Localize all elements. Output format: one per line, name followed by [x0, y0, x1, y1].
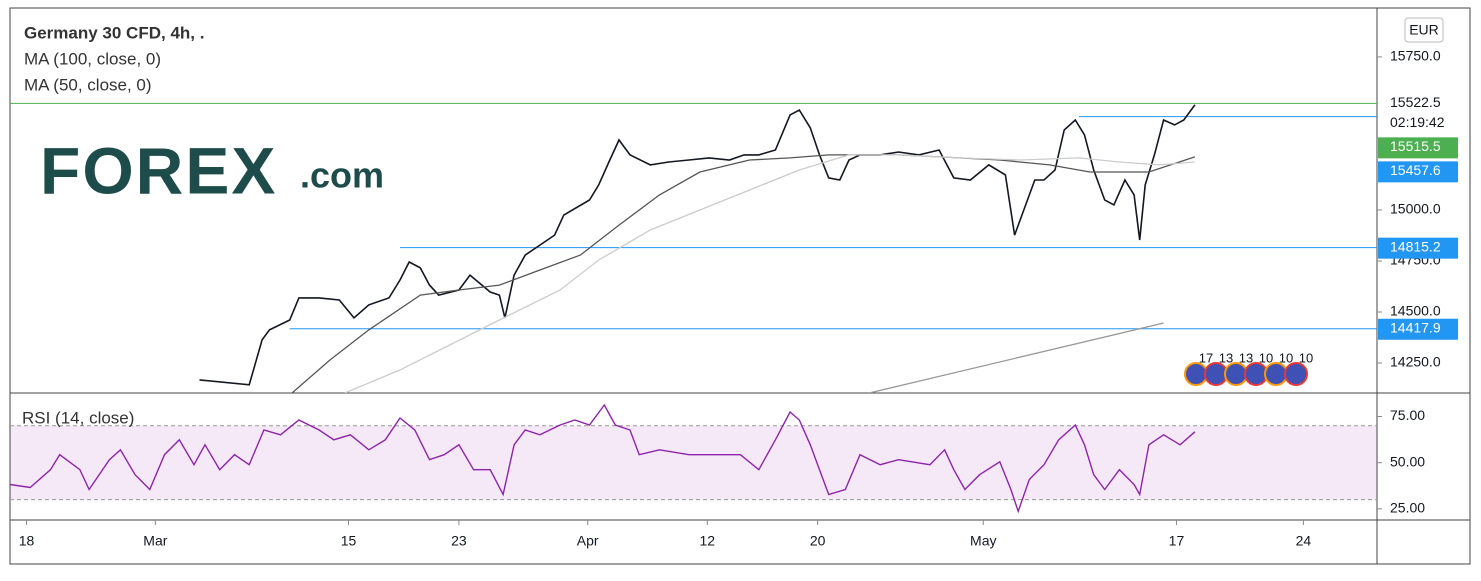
event-count: 17	[1199, 350, 1213, 365]
y-tick-label: 14500.0	[1390, 303, 1441, 319]
series-line	[869, 322, 1164, 393]
y-tick-label: 25.00	[1390, 500, 1425, 516]
indicator-label: MA (100, close, 0)	[24, 49, 161, 68]
price-label-box	[1378, 137, 1458, 159]
series-line	[199, 104, 1196, 386]
event-count: 13	[1219, 350, 1233, 365]
y-tick-label: 75.00	[1390, 407, 1425, 423]
event-count: 13	[1239, 350, 1253, 365]
currency-box	[1404, 17, 1444, 43]
series-line	[344, 154, 1195, 393]
rsi-band	[10, 425, 1377, 500]
currency: EUR	[1409, 22, 1439, 38]
rsi-label: RSI (14, close)	[22, 408, 134, 427]
x-tick-label: Apr	[577, 533, 599, 549]
event-icon	[1284, 362, 1308, 386]
x-tick-label: May	[970, 533, 996, 549]
price-label: 15515.5	[1390, 138, 1441, 154]
x-tick-label: 15	[341, 533, 357, 549]
event-icon	[1224, 362, 1248, 386]
countdown: 02:19:42	[1390, 114, 1445, 130]
price-label: 15522.5	[1390, 94, 1441, 110]
logo-suffix: .com	[300, 155, 384, 196]
y-tick-label: 14250.0	[1390, 354, 1441, 370]
price-label-box	[1378, 318, 1458, 340]
price-label: 14417.9	[1390, 319, 1441, 335]
rsi-line	[10, 403, 1196, 514]
y-tick-label: 15000.0	[1390, 201, 1441, 217]
price-label-box	[1378, 161, 1458, 183]
y-tick-label: 50.00	[1390, 453, 1425, 469]
indicator-label: MA (50, close, 0)	[24, 75, 152, 94]
x-tick-label: 12	[700, 533, 716, 549]
x-tick-label: 18	[19, 533, 35, 549]
series-line	[291, 154, 1196, 393]
frame	[9, 7, 1471, 565]
event-icon	[1184, 362, 1208, 386]
x-tick-label: Mar	[143, 533, 167, 549]
event-icon	[1204, 362, 1228, 386]
x-tick-label: 23	[451, 533, 467, 549]
x-tick-label: 24	[1296, 533, 1312, 549]
event-count: 10	[1279, 350, 1293, 365]
price-label: 15457.6	[1390, 162, 1441, 178]
x-tick-label: 20	[810, 533, 826, 549]
overlay: Germany 30 CFD, 4h, . MA (100, close, 0)…	[19, 17, 1458, 549]
chart-title: Germany 30 CFD, 4h, .	[24, 23, 204, 42]
rsi-pane	[10, 403, 1377, 514]
price-label: 14815.2	[1390, 238, 1441, 254]
y-tick-label: 15750.0	[1390, 48, 1441, 64]
logo-brand: FOREX	[40, 133, 277, 207]
event-count: 10	[1299, 350, 1313, 365]
event-count: 10	[1259, 350, 1273, 365]
x-tick-label: 17	[1169, 533, 1185, 549]
event-icon	[1244, 362, 1268, 386]
event-icon	[1264, 362, 1288, 386]
logo-bg	[20, 130, 415, 230]
price-pane	[10, 102, 1377, 393]
price-label-box	[1378, 237, 1458, 259]
